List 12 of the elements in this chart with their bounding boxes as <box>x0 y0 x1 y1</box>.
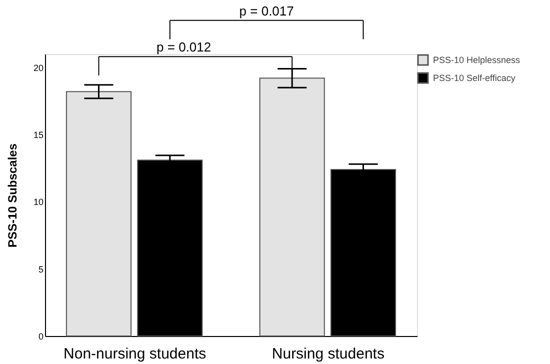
y-tick-label: 0 <box>38 332 44 342</box>
y-tick-label: 15 <box>33 130 44 140</box>
y-axis-title: PSS-10 Subscales <box>5 143 20 248</box>
text: p = 0.017 <box>239 3 294 18</box>
legend-label: PSS-10 Self-efficacy <box>433 73 516 83</box>
y-tick-label: 10 <box>33 197 44 208</box>
annotation: p = 0.012 <box>156 40 212 55</box>
x-tick-label: Non-nursing students <box>64 346 206 362</box>
legend-label: PSS-10 Helplessness <box>433 55 521 65</box>
y-tick-label: 5 <box>38 264 44 274</box>
y-tick-label: 20 <box>33 62 44 73</box>
x-tick-label: Nursing students <box>272 346 384 362</box>
